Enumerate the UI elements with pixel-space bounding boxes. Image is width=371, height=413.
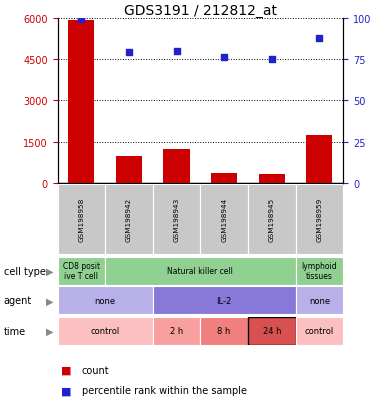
Point — [221, 55, 227, 62]
Text: ▶: ▶ — [46, 326, 54, 336]
Bar — [58, 287, 153, 315]
Point — [269, 57, 275, 63]
Text: GSM198944: GSM198944 — [221, 197, 227, 241]
Bar — [58, 317, 153, 345]
Bar — [296, 287, 343, 315]
Text: CD8 posit
ive T cell: CD8 posit ive T cell — [63, 261, 100, 280]
Text: lymphoid
tissues: lymphoid tissues — [302, 261, 337, 280]
Text: 8 h: 8 h — [217, 326, 231, 335]
Bar — [68, 21, 94, 184]
Bar — [164, 150, 190, 184]
Bar — [153, 287, 296, 315]
Bar — [306, 135, 332, 184]
Text: none: none — [309, 296, 330, 305]
Title: GDS3191 / 212812_at: GDS3191 / 212812_at — [124, 4, 277, 18]
Point — [316, 35, 322, 42]
Text: ■: ■ — [61, 385, 72, 395]
Text: ■: ■ — [61, 365, 72, 375]
Bar — [200, 317, 248, 345]
Text: ▶: ▶ — [46, 296, 54, 306]
Bar — [211, 173, 237, 184]
Text: control: control — [91, 326, 120, 335]
Bar — [296, 317, 343, 345]
Text: GSM198945: GSM198945 — [269, 197, 275, 241]
Bar — [200, 185, 248, 254]
Text: Natural killer cell: Natural killer cell — [167, 266, 233, 275]
Text: GSM198958: GSM198958 — [78, 197, 84, 241]
Text: count: count — [82, 365, 109, 375]
Bar — [296, 185, 343, 254]
Bar — [153, 317, 200, 345]
Text: time: time — [4, 326, 26, 336]
Bar — [153, 185, 200, 254]
Text: IL-2: IL-2 — [217, 296, 232, 305]
Bar — [116, 156, 142, 184]
Bar — [259, 175, 285, 184]
Text: GSM198942: GSM198942 — [126, 197, 132, 241]
Text: none: none — [95, 296, 116, 305]
Text: 24 h: 24 h — [263, 326, 281, 335]
Text: percentile rank within the sample: percentile rank within the sample — [82, 385, 247, 395]
Text: cell type: cell type — [4, 266, 46, 276]
Point — [174, 48, 180, 55]
Bar — [248, 317, 296, 345]
Bar — [105, 185, 153, 254]
Bar — [58, 185, 105, 254]
Text: GSM198959: GSM198959 — [316, 197, 322, 241]
Bar — [296, 257, 343, 285]
Text: GSM198943: GSM198943 — [174, 197, 180, 241]
Text: 2 h: 2 h — [170, 326, 183, 335]
Point — [126, 50, 132, 57]
Text: control: control — [305, 326, 334, 335]
Point — [78, 17, 84, 24]
Bar — [248, 185, 296, 254]
Text: agent: agent — [4, 296, 32, 306]
Text: ▶: ▶ — [46, 266, 54, 276]
Bar — [105, 257, 296, 285]
Bar — [58, 257, 105, 285]
